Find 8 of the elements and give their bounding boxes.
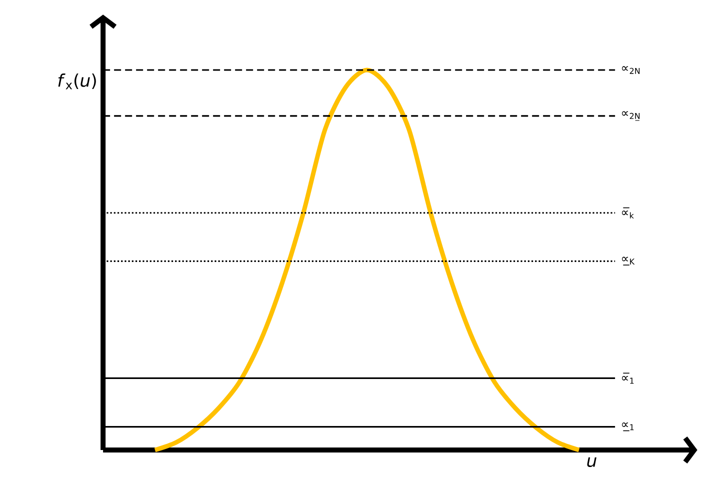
ref-line-label: ∝̲$_{1}$ (622, 422, 634, 432)
ref-line-label: ∝$_{2N}$ (622, 66, 640, 74)
x-axis-title: u (587, 457, 596, 468)
ref-line-label: ∝̅$_{k}$ (622, 207, 634, 218)
y-axis-title: f$_{x}$(u) (58, 74, 96, 90)
ref-line-label: ∝̲$_{K}$ (622, 256, 635, 266)
ref-line-label: ∝$_{2N̲}$ (622, 111, 640, 121)
ref-line-label: ∝̅$_{1}$ (622, 372, 634, 384)
